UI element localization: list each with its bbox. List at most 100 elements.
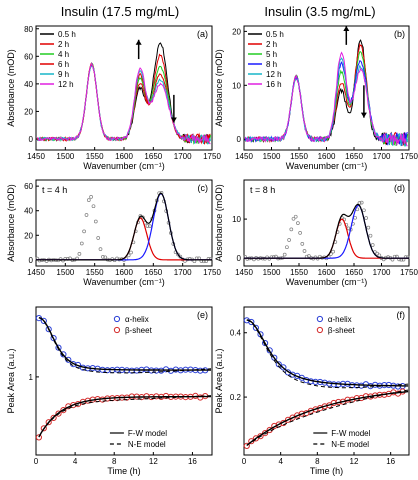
data-point	[248, 318, 255, 326]
data-point	[55, 344, 62, 351]
x-tick-label: 1700	[373, 268, 391, 277]
series-line	[36, 63, 211, 146]
data-point	[298, 231, 302, 235]
data-point	[287, 238, 291, 242]
x-tick-label: 0	[34, 457, 39, 466]
x-tick-label: 4	[278, 457, 283, 466]
data-point	[296, 221, 300, 225]
y-axis-label: Absorbance (mOD)	[214, 184, 224, 262]
data-point	[55, 410, 62, 417]
data-point	[285, 245, 289, 250]
x-tick-label: 1550	[86, 268, 104, 277]
ne-model-curve	[38, 317, 212, 374]
y-axis-label: Absorbance (mOD)	[6, 184, 16, 262]
data-point	[145, 224, 150, 228]
legend-label: 12 h	[58, 80, 74, 89]
x-tick-label: 1700	[373, 152, 391, 161]
series-line	[244, 60, 408, 146]
panel-label: (b)	[394, 29, 405, 39]
x-tick-label: 1500	[56, 268, 74, 277]
series-line	[36, 62, 211, 145]
x-tick-label: 8	[112, 457, 117, 466]
x-tick-label: 1600	[318, 152, 336, 161]
y-tick-label: 40	[24, 207, 33, 216]
fit-curve-red	[244, 218, 409, 259]
arrow-head	[170, 117, 177, 123]
panel-c: 1450 1500 1550 1600 1650 1700 1750 0 20 40 60 Waven…	[6, 179, 221, 287]
data-point	[60, 407, 67, 414]
x-tick-label: 1550	[290, 268, 308, 277]
x-tick-label: 1750	[400, 152, 418, 161]
x-tick-label: 1600	[318, 268, 336, 277]
y-axis-label: Absorbance (mOD)	[214, 49, 224, 127]
y-tick-label: 20	[24, 231, 33, 240]
data-point	[307, 254, 311, 258]
panel-e: 0 4 8 12 16 1 Time (h) Peak Area (a.u.) (e) α-hel…	[6, 306, 213, 476]
data-point	[176, 252, 180, 257]
y-tick-label: 20	[24, 107, 33, 116]
x-tick-label: 1450	[235, 152, 253, 161]
data-point	[96, 236, 101, 240]
data-point	[77, 252, 82, 256]
legend-model-label: N-E model	[331, 440, 369, 449]
data-point	[140, 215, 145, 220]
fit-curve-blue	[244, 204, 409, 259]
data-point	[93, 219, 98, 224]
legend-label: 9 h	[58, 70, 69, 79]
x-axis-label: Wavenumber (cm⁻¹)	[286, 161, 367, 171]
data-point	[50, 414, 57, 421]
panel-a: 1450 1500 1550 1600 1650 1700 1750 0 20 40 60 80 Wav…	[6, 25, 221, 171]
data-point	[262, 430, 269, 437]
y-tick-label: 10	[232, 81, 241, 90]
x-axis-label: Wavenumber (cm⁻¹)	[286, 277, 367, 287]
x-tick-label: 1750	[400, 268, 418, 277]
x-tick-label: 4	[73, 457, 78, 466]
panel-d: 1450 1500 1550 1600 1650 1700 1750 0 10 Wavenumbe…	[214, 179, 418, 287]
x-axis-label: Time (h)	[310, 466, 343, 476]
arrow-head	[343, 26, 350, 31]
data-point	[266, 347, 273, 354]
data-point	[50, 335, 57, 342]
x-tick-label: 1650	[345, 152, 363, 161]
data-point	[302, 249, 307, 253]
x-tick-label: 1500	[263, 268, 281, 277]
data-point	[84, 213, 89, 217]
panel-label: (d)	[394, 183, 405, 193]
data-point	[291, 216, 296, 221]
legend-label: 8 h	[266, 60, 277, 69]
data-point	[289, 227, 294, 232]
legend-label: 6 h	[58, 60, 69, 69]
x-tick-label: 1600	[115, 152, 133, 161]
data-point	[147, 224, 152, 228]
data-point	[331, 249, 335, 254]
title-right: Insulin (3.5 mg/mL)	[264, 4, 375, 19]
legend-label: 2 h	[266, 40, 277, 49]
y-tick-label: 20	[232, 27, 241, 36]
ne-model-curve	[38, 395, 212, 438]
fw-model-curve	[38, 395, 211, 438]
panel-label: (a)	[197, 29, 208, 39]
y-tick-label: 0	[29, 135, 34, 144]
legend-label: 4 h	[58, 50, 69, 59]
x-tick-label: 1550	[86, 152, 104, 161]
panel-b: 1450 1500 1550 1600 1650 1700 1750 0 10 20 Wavenum…	[214, 25, 418, 171]
fit-curve-red	[36, 217, 212, 261]
ne-model-curve	[246, 389, 409, 447]
y-tick-label: 60	[24, 182, 33, 191]
series-line	[244, 51, 408, 147]
data-point	[362, 208, 366, 213]
time-annotation: t = 4 h	[42, 185, 67, 195]
legend-label: 2 h	[58, 40, 69, 49]
data-point	[129, 250, 133, 255]
data-point	[103, 255, 108, 260]
x-tick-label: 1750	[203, 152, 221, 161]
x-tick-label: 0	[242, 457, 247, 466]
data-point	[282, 252, 287, 257]
fw-model-curve	[246, 319, 409, 387]
data-point	[98, 247, 103, 251]
x-tick-label: 1450	[27, 152, 45, 161]
data-point	[243, 442, 250, 449]
legend-marker	[316, 326, 323, 334]
legend-label: α-helix	[328, 315, 352, 324]
x-axis-label: Wavenumber (cm⁻¹)	[83, 277, 164, 287]
